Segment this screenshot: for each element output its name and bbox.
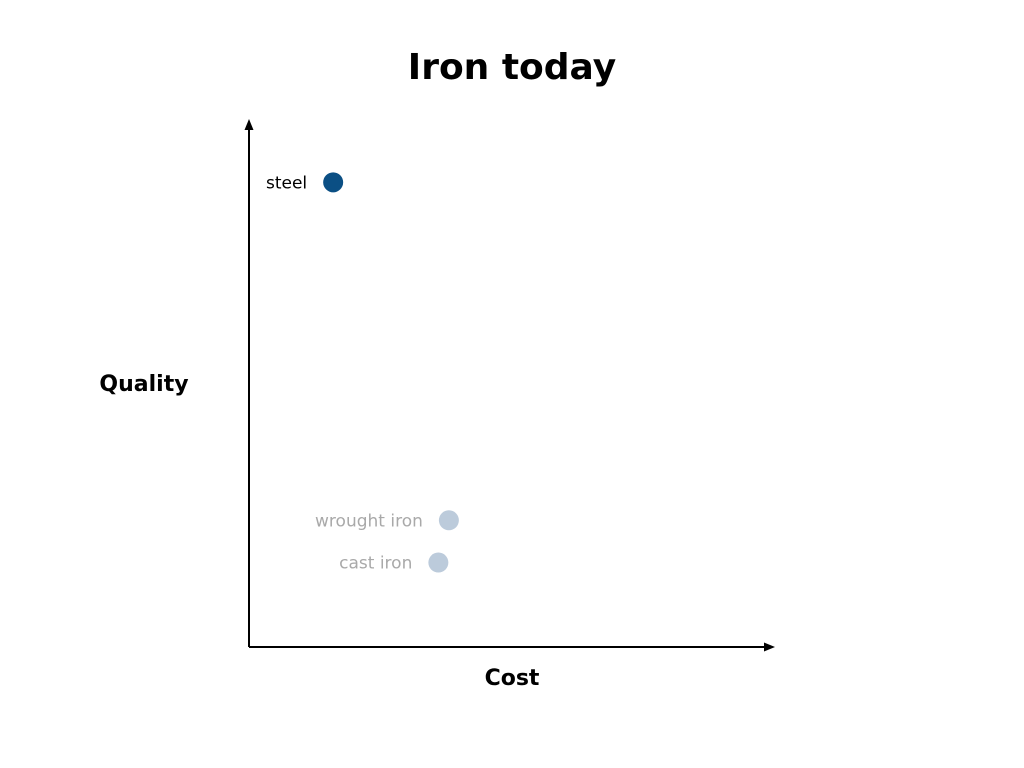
data-label-wrought-iron: wrought iron xyxy=(315,511,423,531)
y-axis-arrow xyxy=(244,119,254,130)
chart-title: Iron today xyxy=(407,47,617,88)
data-point-wrought-iron xyxy=(438,510,459,531)
x-axis-label: Cost xyxy=(484,666,540,691)
axes xyxy=(244,119,775,652)
points-layer: steel wrought iron cast iron xyxy=(266,172,459,574)
data-label-steel: steel xyxy=(266,173,307,193)
data-point-cast-iron xyxy=(428,552,449,573)
data-point-steel xyxy=(323,172,344,193)
x-axis-arrow xyxy=(764,642,775,652)
y-axis-label: Quality xyxy=(99,372,189,397)
data-label-cast-iron: cast iron xyxy=(339,554,412,574)
